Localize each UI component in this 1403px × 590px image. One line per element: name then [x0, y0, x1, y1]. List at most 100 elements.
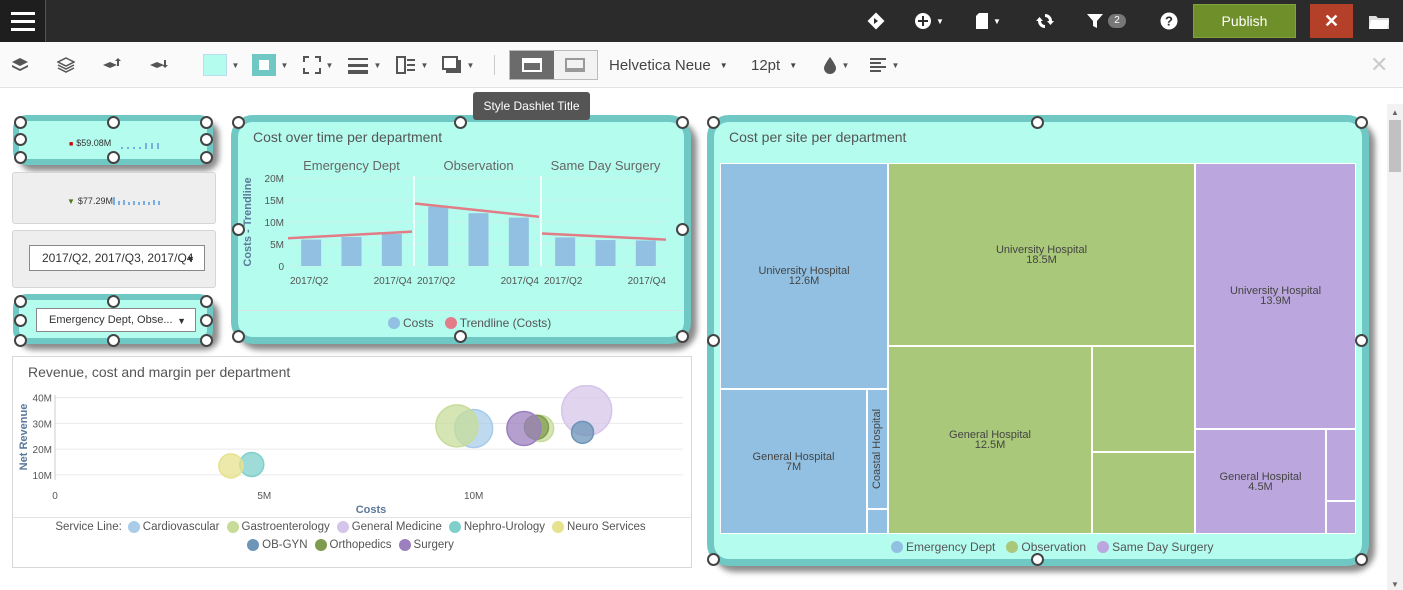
- resize-handle[interactable]: [13, 314, 27, 327]
- resize-handle[interactable]: [706, 552, 720, 566]
- padding-icon[interactable]: ▼: [394, 52, 430, 78]
- cost-bar[interactable]: [595, 240, 616, 266]
- folder-icon[interactable]: [1366, 0, 1392, 42]
- resize-handle[interactable]: [706, 115, 720, 129]
- cost-legend-item[interactable]: Costs: [388, 316, 434, 330]
- border-width-icon[interactable]: ▼: [346, 52, 382, 78]
- resize-handle[interactable]: [1030, 552, 1044, 566]
- publish-button[interactable]: Publish: [1193, 4, 1296, 38]
- quarter-filter-select[interactable]: 2017/Q2, 2017/Q3, 2017/Q4 ▼: [29, 245, 205, 271]
- cost-legend-item[interactable]: Trendline (Costs): [444, 316, 551, 330]
- treemap-cell[interactable]: University Hospital 18.5M: [888, 163, 1195, 346]
- treemap-cell[interactable]: [1092, 452, 1195, 534]
- resize-handle[interactable]: [13, 150, 27, 164]
- text-color-icon[interactable]: ▼: [818, 52, 854, 78]
- resize-handle[interactable]: [1354, 115, 1368, 129]
- bubble-point[interactable]: [435, 404, 479, 448]
- department-filter-select[interactable]: Emergency Dept, Obse... ▼: [36, 308, 196, 332]
- revenue-cost-margin-dashlet[interactable]: Revenue, cost and margin per department …: [12, 356, 692, 568]
- scroll-down-icon[interactable]: ▼: [1391, 580, 1399, 589]
- resize-handle[interactable]: [199, 314, 213, 327]
- resize-handle[interactable]: [199, 150, 213, 164]
- border-style-icon[interactable]: ▼: [300, 52, 336, 78]
- text-align-icon[interactable]: ▼: [866, 52, 902, 78]
- layer-stack-icon[interactable]: [55, 52, 77, 78]
- cost-bar[interactable]: [381, 233, 402, 266]
- resize-handle[interactable]: [199, 333, 213, 347]
- treemap-cell[interactable]: Coastal Hospital: [867, 389, 888, 509]
- resize-handle[interactable]: [106, 333, 120, 347]
- service-line-legend-item[interactable]: Neuro Services: [552, 521, 646, 533]
- treemap-cell[interactable]: University Hospital 12.6M: [720, 163, 888, 389]
- treemap-cell[interactable]: [1326, 429, 1356, 501]
- resize-handle[interactable]: [231, 115, 245, 129]
- treemap-cell[interactable]: General Hospital 7M: [720, 389, 867, 534]
- treemap-cell[interactable]: University Hospital 13.9M: [1195, 163, 1356, 429]
- border-color-picker[interactable]: ▼: [250, 52, 290, 78]
- cost-over-time-dashlet[interactable]: Cost over time per department Costs - Tr…: [231, 115, 691, 344]
- close-button[interactable]: ✕: [1310, 4, 1353, 38]
- shadow-icon[interactable]: ▼: [440, 52, 476, 78]
- service-line-legend-item[interactable]: Surgery: [398, 539, 454, 551]
- resize-handle[interactable]: [106, 115, 120, 129]
- filter-icon[interactable]: 2: [1080, 0, 1132, 42]
- treemap-cell[interactable]: General Hospital 4.5M: [1195, 429, 1326, 534]
- resize-handle[interactable]: [106, 294, 120, 308]
- treemap-legend-item[interactable]: Same Day Surgery: [1097, 540, 1213, 554]
- dashlet-title-toggle[interactable]: [509, 50, 598, 80]
- scroll-up-icon[interactable]: ▲: [1391, 108, 1399, 117]
- kpi-dashlet-2[interactable]: ▼ $77.29M: [12, 172, 216, 224]
- add-circle-icon[interactable]: ▼: [912, 0, 946, 42]
- bubble-point[interactable]: [506, 410, 542, 447]
- service-line-legend-item[interactable]: General Medicine: [336, 521, 442, 533]
- help-icon[interactable]: ?: [1158, 0, 1180, 42]
- cost-bar[interactable]: [341, 236, 362, 266]
- service-line-legend-item[interactable]: Nephro-Urology: [448, 521, 545, 533]
- resize-handle[interactable]: [13, 115, 27, 129]
- resize-handle[interactable]: [199, 115, 213, 129]
- show-title-icon[interactable]: [510, 51, 554, 79]
- treemap-legend-item[interactable]: Observation: [1006, 540, 1086, 554]
- page-scrollbar[interactable]: ▲ ▼: [1387, 104, 1403, 590]
- resize-handle[interactable]: [1354, 334, 1368, 347]
- refresh-icon[interactable]: [1033, 0, 1057, 42]
- resize-handle[interactable]: [106, 150, 120, 164]
- service-line-legend-item[interactable]: OB-GYN: [247, 539, 308, 551]
- resize-handle[interactable]: [706, 334, 720, 347]
- send-backward-icon[interactable]: [148, 52, 170, 78]
- treemap-legend-item[interactable]: Emergency Dept: [891, 540, 995, 554]
- resize-handle[interactable]: [13, 294, 27, 308]
- resize-handle[interactable]: [13, 333, 27, 347]
- resize-handle[interactable]: [231, 222, 245, 236]
- layers-icon[interactable]: [9, 52, 31, 78]
- resize-handle[interactable]: [1354, 552, 1368, 566]
- cost-bar[interactable]: [508, 217, 529, 266]
- resize-handle[interactable]: [675, 222, 689, 236]
- service-line-legend-item[interactable]: Cardiovascular: [127, 521, 220, 533]
- resize-handle[interactable]: [231, 329, 245, 343]
- resize-handle[interactable]: [199, 133, 213, 146]
- scroll-thumb[interactable]: [1389, 120, 1401, 172]
- cost-bar[interactable]: [635, 240, 656, 266]
- resize-handle[interactable]: [453, 329, 467, 343]
- treemap-cell[interactable]: [867, 509, 888, 534]
- resize-handle[interactable]: [199, 294, 213, 308]
- cost-bar[interactable]: [555, 237, 576, 266]
- cost-bar[interactable]: [428, 206, 449, 266]
- bubble-point[interactable]: [218, 453, 244, 479]
- font-family-select[interactable]: Helvetica Neue ▼: [609, 56, 728, 74]
- resize-handle[interactable]: [453, 115, 467, 129]
- toolbar-close-icon[interactable]: ✕: [1370, 52, 1389, 77]
- resize-handle[interactable]: [675, 115, 689, 129]
- cost-per-site-dashlet[interactable]: Cost per site per department University …: [707, 115, 1369, 566]
- font-size-select[interactable]: 12pt ▼: [751, 56, 798, 74]
- bubble-point[interactable]: [570, 420, 595, 445]
- diamond-icon[interactable]: [864, 0, 888, 42]
- treemap-cell[interactable]: [1092, 346, 1195, 452]
- treemap-cell[interactable]: General Hospital 12.5M: [888, 346, 1092, 534]
- bring-forward-icon[interactable]: [101, 52, 123, 78]
- page-icon[interactable]: ▼: [972, 0, 1004, 42]
- treemap-cell[interactable]: [1326, 501, 1356, 534]
- service-line-legend-item[interactable]: Gastroenterology: [226, 521, 330, 533]
- resize-handle[interactable]: [1030, 115, 1044, 129]
